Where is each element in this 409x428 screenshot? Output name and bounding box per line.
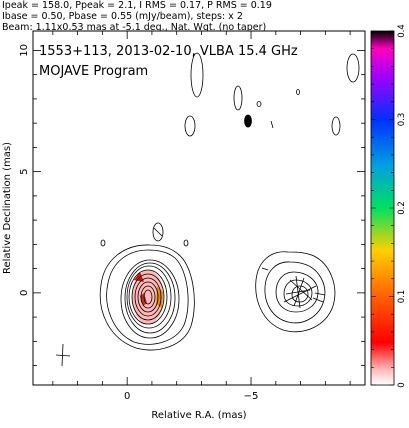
header-line-3: Beam: 1.11x0.53 mas at -5.1 deg., Nat. W…	[2, 22, 266, 33]
jet-contours	[255, 251, 336, 333]
colorbar-label: 0.1	[397, 290, 407, 304]
noise-contours	[100, 52, 360, 247]
header-line-2: Ibase = 0.50, Pbase = 0.55 (mJy/beam), s…	[2, 11, 243, 22]
header-line-1: Ipeak = 158.0, Ppeak = 2.1, I RMS = 0.17…	[2, 0, 272, 11]
core-polarization-fill	[132, 270, 164, 324]
plot-title: 1553+113, 2013-02-10, VLBA 15.4 GHz	[39, 44, 298, 59]
y-tick-label: 10	[19, 44, 30, 57]
beam-marker	[55, 343, 71, 367]
colorbar-label: 0.2	[397, 201, 407, 215]
x-axis-label: Relative R.A. (mas)	[151, 410, 246, 421]
colorbar-label: 0.4	[397, 24, 407, 38]
plot-frame	[32, 30, 366, 386]
x-tick-label: 0	[124, 391, 130, 402]
core-contours	[99, 244, 195, 351]
axes: 0 −5 0 5 10	[19, 31, 365, 402]
contour-map	[55, 52, 360, 367]
colorbar-label: 0	[397, 382, 407, 387]
y-tick-label: 0	[19, 290, 30, 296]
x-tick-label: −5	[244, 391, 259, 402]
colorbar-label: 0.3	[397, 113, 407, 127]
colorbar-ticks: 0 0.1 0.2 0.3 0.4	[371, 24, 407, 388]
y-axis-label: Relative Declination (mas)	[2, 142, 13, 274]
colorbar: 0 0.1 0.2 0.3 0.4	[370, 24, 407, 388]
plot-subtitle: MOJAVE Program	[39, 64, 148, 79]
core-pol-patch-1	[134, 272, 144, 282]
y-tick-label: 5	[19, 168, 30, 174]
